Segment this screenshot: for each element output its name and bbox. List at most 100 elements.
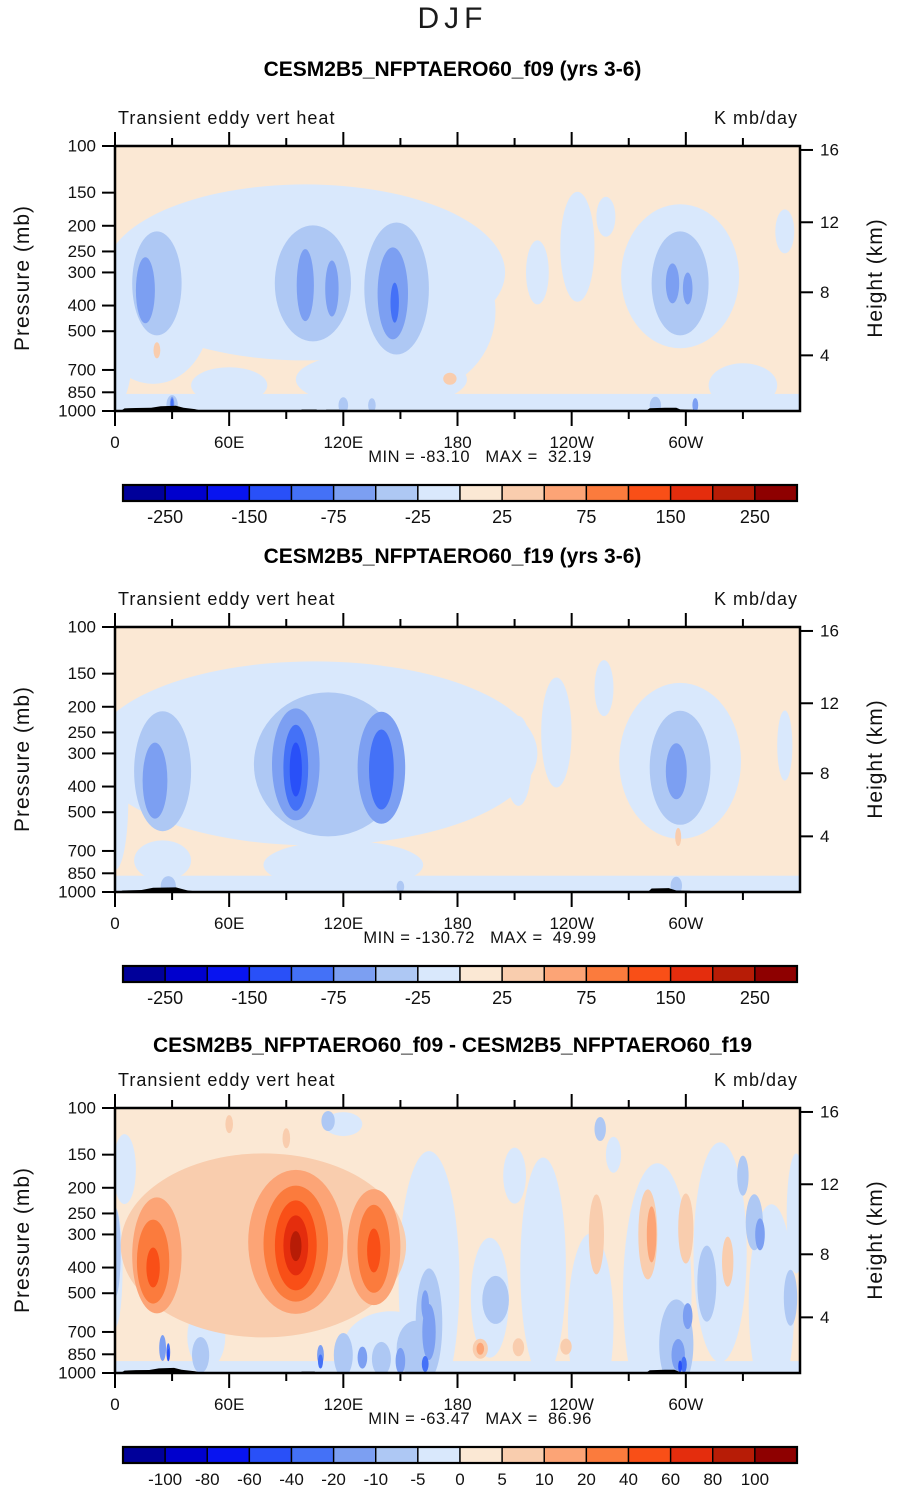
contour-blob bbox=[115, 730, 129, 871]
contour-blob bbox=[295, 351, 467, 408]
plot-border bbox=[113, 144, 802, 413]
contour-blob bbox=[290, 1231, 302, 1262]
x-tick-label: 180 bbox=[443, 433, 471, 452]
x-tick-label: 60W bbox=[668, 433, 703, 452]
colorbar-segment bbox=[712, 484, 756, 502]
pressure-tick-label: 250 bbox=[68, 1204, 96, 1223]
colorbar-segment bbox=[290, 1446, 335, 1464]
topography bbox=[120, 405, 203, 411]
contour-band bbox=[115, 393, 800, 411]
pressure-tick-label: 850 bbox=[68, 864, 96, 883]
x-tick-label: 60W bbox=[668, 1395, 703, 1414]
contour-blob bbox=[115, 1134, 136, 1205]
height-tick-label: 16 bbox=[820, 140, 839, 159]
pressure-tick-label: 300 bbox=[68, 744, 96, 763]
colorbar-tick-label: 0 bbox=[455, 1470, 464, 1489]
contour-blob bbox=[682, 1303, 693, 1330]
figure-title: DJF bbox=[417, 2, 488, 35]
colorbar-segment bbox=[669, 965, 714, 983]
contour-blob bbox=[737, 1155, 749, 1196]
height-tick-label: 12 bbox=[820, 1175, 839, 1194]
pressure-tick-label: 400 bbox=[68, 1258, 96, 1277]
x-tick-label: 0 bbox=[110, 1395, 119, 1414]
colorbar-segment bbox=[206, 965, 251, 983]
x-tick-label: 180 bbox=[443, 1395, 471, 1414]
colorbar-segment bbox=[543, 965, 588, 983]
colorbar-segment bbox=[543, 484, 588, 502]
contour-blob bbox=[367, 1228, 381, 1273]
colorbar-tick-label: 75 bbox=[576, 988, 596, 1008]
pressure-tick-label: 700 bbox=[68, 360, 96, 379]
colorbar-tick-label: 150 bbox=[656, 988, 686, 1008]
colorbar-border bbox=[121, 964, 799, 984]
colorbar-segment bbox=[543, 1446, 588, 1464]
plot-area: 0 60E 120E 180 120W 60W 100 150 200 250 300 400 500 7… bbox=[58, 132, 839, 452]
colorbar-segment bbox=[417, 965, 461, 983]
colorbar-segment bbox=[122, 965, 166, 983]
units-label: K mb/day bbox=[713, 108, 798, 128]
panel-difference: CESM2B5_NFPTAERO60_f09 - CESM2B5_NFPTAER… bbox=[0, 1008, 905, 1489]
contour-blob bbox=[594, 660, 614, 717]
pressure-tick-label: 100 bbox=[68, 618, 96, 637]
colorbar-tick-label: -20 bbox=[321, 1470, 346, 1489]
colorbar-tick-label: -250 bbox=[147, 507, 183, 527]
colorbar-segment bbox=[332, 965, 377, 983]
panel-title: CESM2B5_NFPTAERO60_f09 - CESM2B5_NFPTAER… bbox=[152, 1034, 753, 1057]
contour-blob bbox=[783, 1269, 798, 1326]
plot-area: 0 60E 120E 180 120W 60W 100 150 200 250 300 400 500 7… bbox=[58, 1094, 839, 1414]
contour-blob bbox=[646, 1206, 657, 1263]
pressure-tick-label: 250 bbox=[68, 242, 96, 261]
colorbar-tick-label: -250 bbox=[147, 988, 183, 1008]
plot-area: 0 60E 120E 180 120W 60W 100 150 200 250 300 400 500 7… bbox=[58, 613, 839, 933]
colorbar-segment bbox=[290, 965, 335, 983]
contour-blob bbox=[675, 828, 682, 846]
variable-label: Transient eddy vert heat bbox=[118, 589, 336, 609]
colorbar-tick-label: -25 bbox=[405, 507, 431, 527]
contour-plot: 0 60E 120E 180 120W 60W 100 150 200 250 300 400 500 7… bbox=[58, 1094, 839, 1414]
height-tick-label: 8 bbox=[820, 764, 829, 783]
colorbar-segment bbox=[206, 484, 251, 502]
contour-blob bbox=[357, 1346, 368, 1369]
contour-blob bbox=[421, 1356, 429, 1372]
colorbar-tick-label: 250 bbox=[740, 988, 770, 1008]
contour-blob bbox=[333, 1333, 353, 1373]
height-tick-label: 8 bbox=[820, 283, 829, 302]
contour-blob bbox=[443, 372, 457, 385]
colorbar-tick-label: -75 bbox=[321, 507, 347, 527]
colorbar-tick-label: -5 bbox=[410, 1470, 425, 1489]
pressure-tick-label: 1000 bbox=[58, 1364, 96, 1383]
contour-blob bbox=[135, 257, 155, 324]
x-tick-label: 120W bbox=[549, 433, 593, 452]
contour-blob bbox=[318, 1354, 323, 1369]
colorbar-tick-label: 100 bbox=[741, 1470, 769, 1489]
panel-title: CESM2B5_NFPTAERO60_f09 (yrs 3-6) bbox=[263, 58, 642, 81]
contour-field bbox=[115, 146, 800, 411]
colorbar-border bbox=[121, 1445, 799, 1465]
contour-plot: 0 60E 120E 180 120W 60W 100 150 200 250 300 400 500 7… bbox=[58, 613, 839, 933]
colorbar-tick-label: 40 bbox=[619, 1470, 638, 1489]
pressure-tick-label: 700 bbox=[68, 1322, 96, 1341]
contour-blob bbox=[115, 302, 133, 403]
x-tick-label: 120W bbox=[549, 1395, 593, 1414]
contour-blob bbox=[325, 260, 339, 317]
colorbar-tick-label: -25 bbox=[405, 988, 431, 1008]
contour-plot: 0 60E 120E 180 120W 60W 100 150 200 250 300 400 500 7… bbox=[58, 132, 839, 452]
colorbar-segment bbox=[164, 484, 208, 502]
colorbar-tick-label: -40 bbox=[279, 1470, 304, 1489]
pressure-tick-label: 150 bbox=[68, 183, 96, 202]
colorbar-tick-label: 20 bbox=[577, 1470, 596, 1489]
contour-blob bbox=[395, 1347, 406, 1373]
colorbar-segment bbox=[332, 484, 377, 502]
colorbar-tick-label: 25 bbox=[492, 988, 512, 1008]
colorbar-segment bbox=[754, 484, 798, 502]
x-tick-label: 120W bbox=[549, 914, 593, 933]
pressure-tick-label: 400 bbox=[68, 296, 96, 315]
colorbar-segment bbox=[375, 965, 419, 983]
variable-label: Transient eddy vert heat bbox=[118, 1070, 336, 1090]
pressure-tick-label: 150 bbox=[68, 1145, 96, 1164]
pressure-tick-label: 500 bbox=[68, 1284, 96, 1303]
colorbar-segment bbox=[669, 484, 714, 502]
pressure-tick-label: 200 bbox=[68, 216, 96, 235]
colorbar-tick-label: -150 bbox=[231, 988, 267, 1008]
panel-title: CESM2B5_NFPTAERO60_f19 (yrs 3-6) bbox=[263, 545, 642, 568]
